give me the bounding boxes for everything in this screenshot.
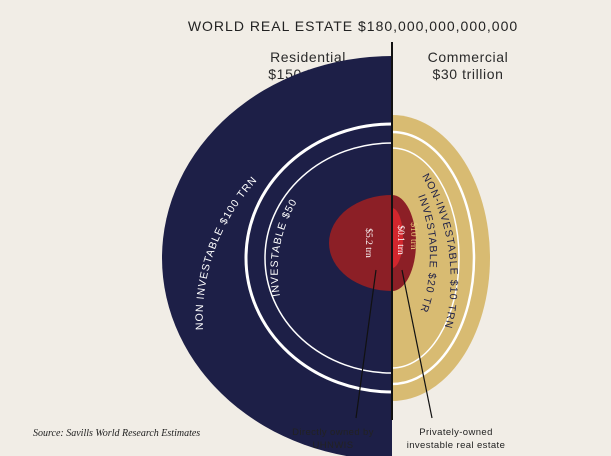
callout-line-uhnwi (355, 269, 377, 419)
source-note: Source: Savills World Research Estimates (33, 428, 200, 439)
investable-residential-ring (244, 122, 392, 394)
commercial-value: $30 trillion (432, 66, 503, 82)
callout-private-line1: Privately-owned (419, 427, 493, 438)
residential-uhnwi-area (329, 195, 392, 291)
callout-private-line2: investable real estate (407, 440, 506, 451)
investable-commercial-inner-ring (392, 147, 460, 369)
commercial-uhnwi-label: $0.1 trn (395, 225, 406, 255)
callout-line-private (401, 269, 433, 419)
investable-residential-inner-ring (264, 142, 392, 374)
commercial-uhnwi-area (392, 208, 403, 268)
callout-uhnwi-line2: UHNWIS (313, 440, 354, 451)
chart-title: WORLD REAL ESTATE $180,000,000,000,000 (188, 18, 518, 34)
residential-uhnwi-label: $5.2 trn (363, 228, 374, 258)
investable-commercial-ring (392, 130, 476, 386)
callout-uhnwi-line1: Directly owned by (292, 427, 374, 438)
commercial-half (392, 115, 490, 401)
non-investable-commercial-area (392, 115, 490, 401)
residential-header: Residential (270, 49, 346, 65)
commercial-header: Commercial (428, 49, 509, 65)
residential-half (162, 56, 392, 456)
commercial-private-label: $10 trn (408, 222, 419, 249)
